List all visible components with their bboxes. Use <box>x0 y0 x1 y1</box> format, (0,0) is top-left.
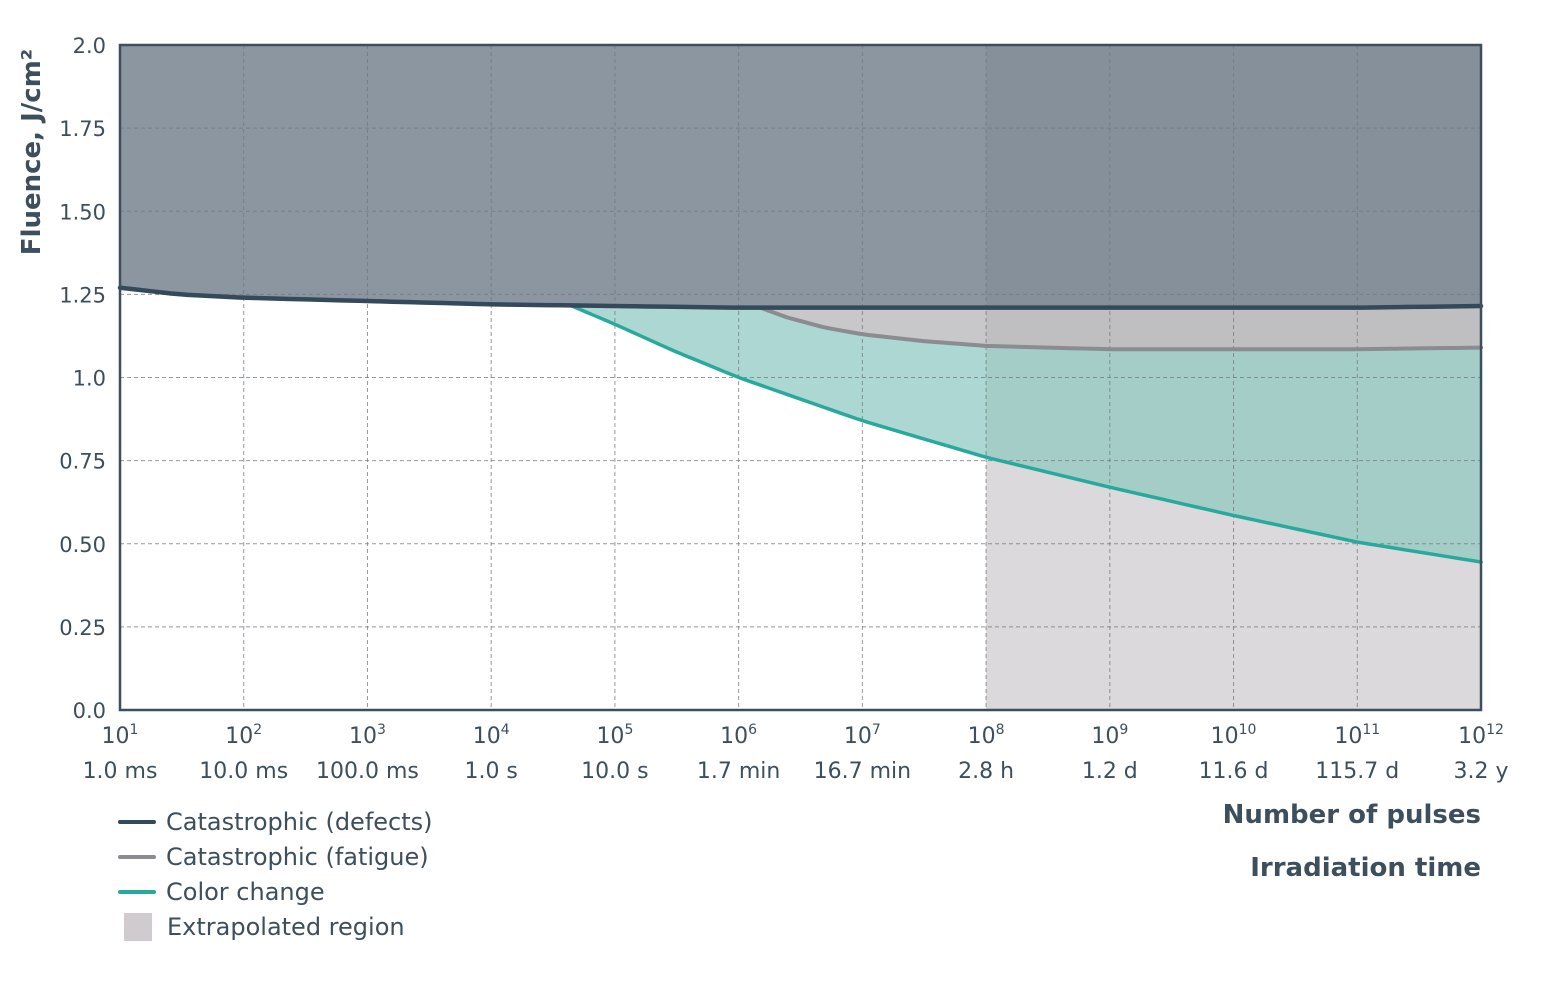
x-tick-pulses: 106 <box>720 722 757 749</box>
x-tick-time: 11.6 d <box>1199 759 1269 784</box>
region-color-change <box>572 305 1481 563</box>
y-tick-label: 0.75 <box>59 450 106 474</box>
x-tick-time: 1.7 min <box>697 759 780 784</box>
x-tick-pulses: 108 <box>968 722 1005 749</box>
y-tick-label: 1.0 <box>73 367 106 391</box>
x-tick-time: 1.0 s <box>464 759 517 784</box>
series-line-fatigue <box>758 305 1483 352</box>
x-tick-time: 10.0 s <box>581 759 648 784</box>
legend-label-defects: Catastrophic (defects) <box>166 807 433 836</box>
legend-item-color-change: Color change <box>118 874 433 909</box>
legend-label-color-change: Color change <box>166 877 325 906</box>
x-axis-title-time: Irradiation time <box>1250 853 1481 883</box>
y-tick-label: 0.25 <box>59 616 106 640</box>
y-tick-label: 0.50 <box>59 533 106 557</box>
x-tick-time: 10.0 ms <box>199 759 288 784</box>
x-tick-pulses: 109 <box>1091 722 1128 749</box>
legend-item-extrapolated: Extrapolated region <box>118 909 433 944</box>
legend-swatch-defects <box>118 819 156 824</box>
chart-frame <box>118 43 1483 712</box>
y-tick-label: 0.0 <box>73 699 106 723</box>
x-tick-pulses: 101 <box>102 722 139 749</box>
x-tick-time: 3.2 y <box>1454 759 1509 784</box>
series-line-color-change <box>570 304 1483 564</box>
chart-legend: Catastrophic (defects) Catastrophic (fat… <box>118 804 433 944</box>
y-tick-label: 2.0 <box>73 34 106 58</box>
x-tick-time: 2.8 h <box>958 759 1014 784</box>
x-tick-pulses: 1012 <box>1458 722 1504 749</box>
legend-item-fatigue: Catastrophic (fatigue) <box>118 839 433 874</box>
x-tick-time: 115.7 d <box>1315 759 1399 784</box>
region-fatigue <box>760 306 1481 350</box>
x-tick-time: 100.0 ms <box>316 759 419 784</box>
y-axis-title: Fluence, J/cm² <box>17 49 47 255</box>
y-tick-label: 1.50 <box>59 200 106 224</box>
chart-grid <box>120 45 1481 710</box>
x-tick-pulses: 105 <box>596 722 633 749</box>
legend-label-fatigue: Catastrophic (fatigue) <box>166 842 429 871</box>
x-tick-time: 1.2 d <box>1082 759 1138 784</box>
legend-swatch-extrapolated <box>124 912 152 941</box>
x-tick-pulses: 1010 <box>1211 722 1257 749</box>
x-tick-pulses: 102 <box>225 722 262 749</box>
legend-swatch-fatigue <box>118 854 156 859</box>
x-tick-labels: 101 1.0 ms 102 10.0 ms 103 100.0 ms 104 1.0 s 10… <box>83 722 1509 784</box>
plot-frame <box>118 43 1483 712</box>
legend-swatch-color-change <box>118 889 156 894</box>
x-tick-pulses: 107 <box>844 722 881 749</box>
x-axis-title-pulses: Number of pulses <box>1223 800 1481 830</box>
x-tick-time: 16.7 min <box>814 759 911 784</box>
legend-item-defects: Catastrophic (defects) <box>118 804 433 839</box>
chart-regions <box>120 45 1481 710</box>
x-tick-pulses: 103 <box>349 722 386 749</box>
y-tick-label: 1.75 <box>59 117 106 141</box>
y-tick-labels: 0.0 0.25 0.50 0.75 1.0 1.25 1.50 1.75 2.0 <box>59 34 106 723</box>
x-tick-pulses: 104 <box>473 722 510 749</box>
x-tick-pulses: 1011 <box>1334 722 1380 749</box>
chart-series-lines <box>117 285 1484 564</box>
region-above-defects <box>120 45 1481 308</box>
series-line-defects <box>117 285 1484 310</box>
x-tick-time: 1.0 ms <box>83 759 158 784</box>
y-tick-label: 1.25 <box>59 283 106 307</box>
legend-label-extrapolated: Extrapolated region <box>167 912 405 941</box>
